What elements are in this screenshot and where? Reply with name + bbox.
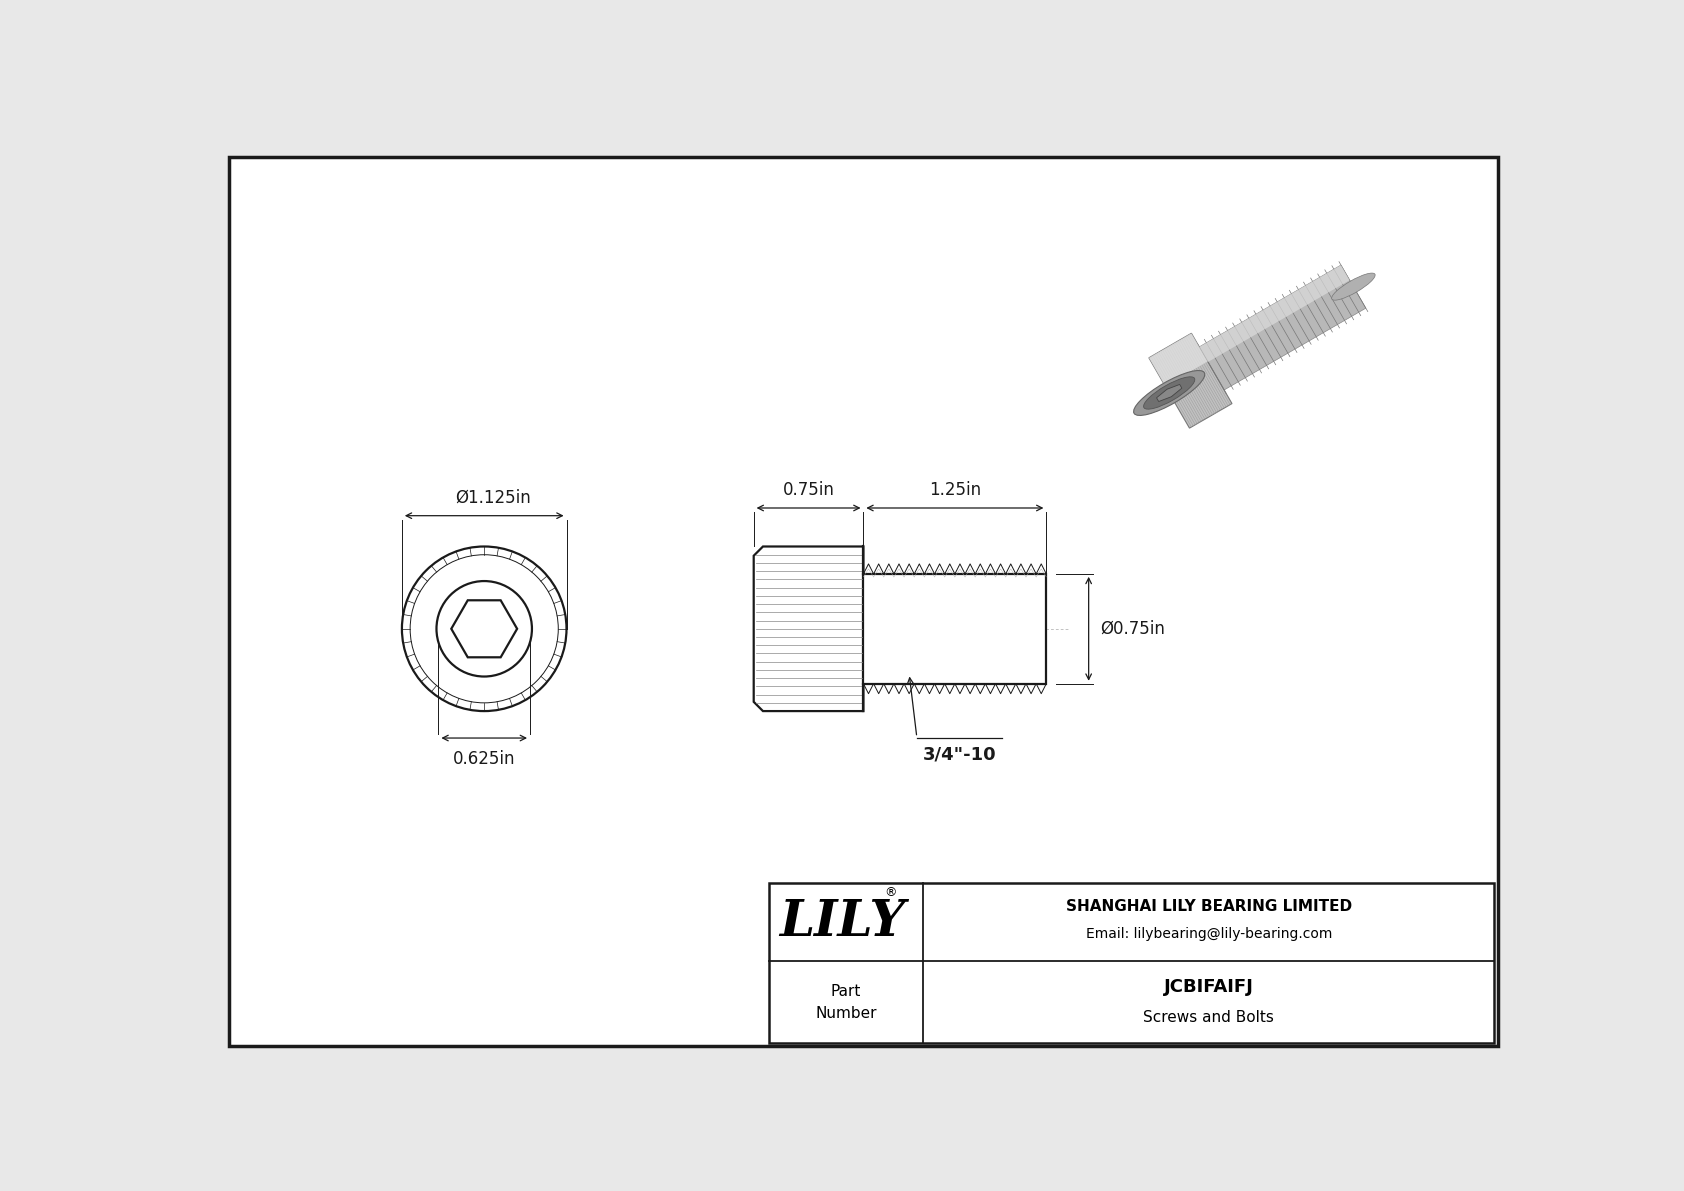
Text: LILY: LILY: [780, 898, 906, 947]
Polygon shape: [1148, 333, 1207, 386]
Text: Screws and Bolts: Screws and Bolts: [1143, 1010, 1275, 1025]
Text: 1.25in: 1.25in: [930, 481, 982, 499]
Polygon shape: [1199, 266, 1349, 362]
Polygon shape: [451, 600, 517, 657]
Polygon shape: [1148, 333, 1233, 428]
Text: 0.75in: 0.75in: [783, 481, 835, 499]
Text: 3/4"-10: 3/4"-10: [923, 746, 997, 763]
Text: 0.625in: 0.625in: [453, 749, 515, 767]
Polygon shape: [754, 547, 864, 711]
Text: Ø0.75in: Ø0.75in: [1100, 619, 1165, 638]
Text: JCBIFAIFJ: JCBIFAIFJ: [1164, 978, 1253, 996]
Ellipse shape: [1332, 273, 1376, 300]
Polygon shape: [1199, 266, 1366, 389]
Text: SHANGHAI LILY BEARING LIMITED: SHANGHAI LILY BEARING LIMITED: [1066, 899, 1352, 915]
Circle shape: [402, 547, 566, 711]
Bar: [770, 883, 1494, 1043]
Text: ®: ®: [884, 886, 898, 899]
Text: Email: lilybearing@lily-bearing.com: Email: lilybearing@lily-bearing.com: [1086, 927, 1332, 941]
Ellipse shape: [1143, 376, 1196, 410]
Text: Ø1.125in: Ø1.125in: [456, 488, 532, 506]
Bar: [864, 574, 1046, 684]
Polygon shape: [1157, 385, 1182, 401]
Text: Part
Number: Part Number: [815, 984, 877, 1021]
Circle shape: [436, 581, 532, 676]
Ellipse shape: [1133, 370, 1204, 416]
